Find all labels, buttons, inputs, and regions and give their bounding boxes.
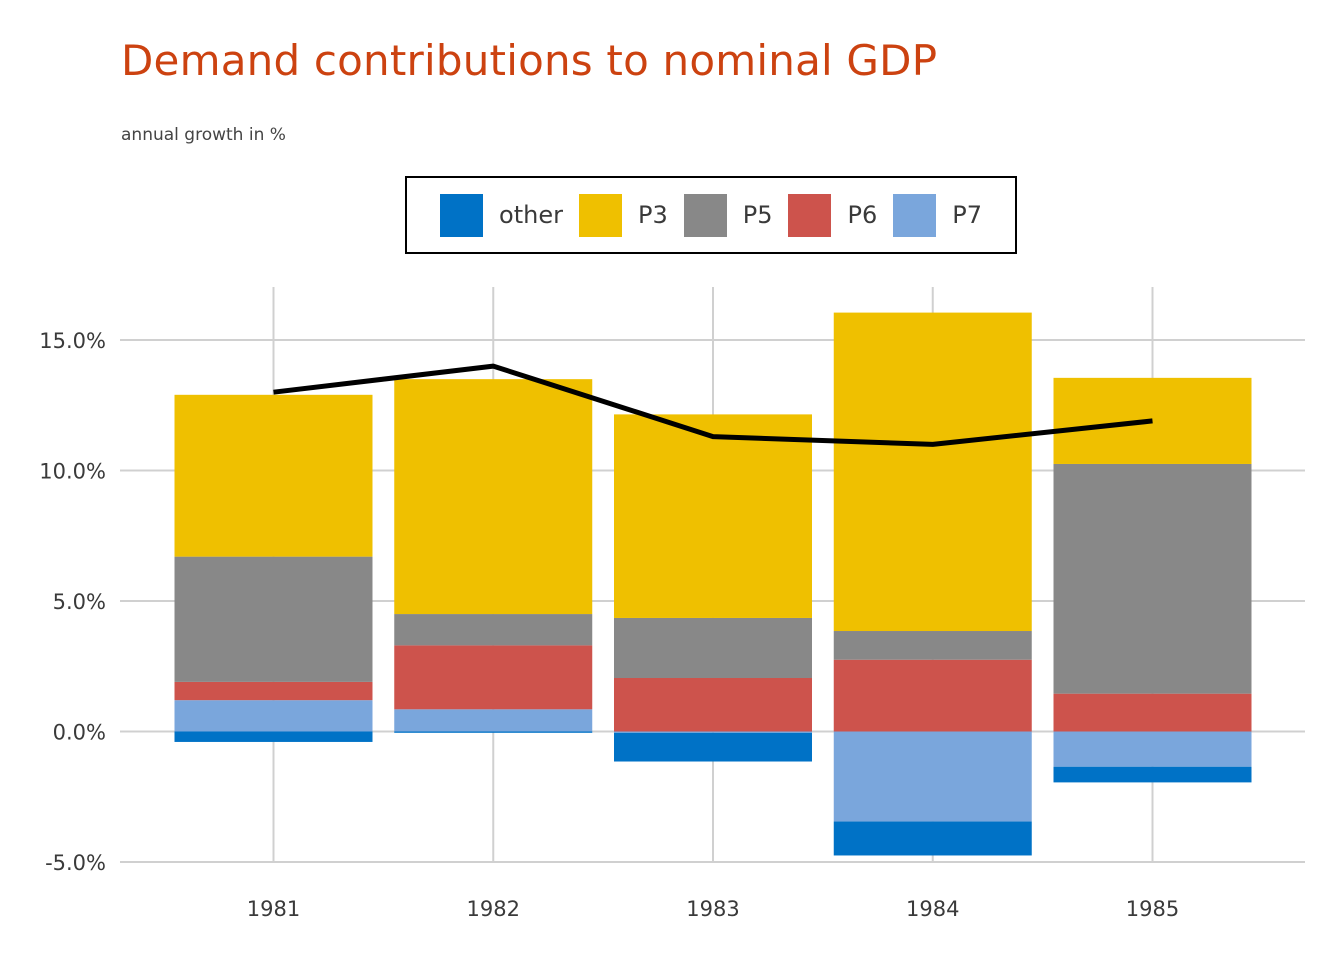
legend-swatch bbox=[893, 193, 937, 237]
legend-label: P6 bbox=[847, 201, 878, 229]
x-tick-label: 1983 bbox=[686, 897, 739, 921]
bar-segment-other-1983 bbox=[614, 732, 812, 762]
legend-label: P5 bbox=[742, 201, 773, 229]
bar-segment-p3-1983 bbox=[614, 414, 812, 618]
bar-segment-other-1984 bbox=[833, 821, 1032, 856]
bar-segment-p5-1985 bbox=[1053, 463, 1252, 694]
bar-segment-p7-1981 bbox=[174, 700, 373, 732]
chart-subtitle: annual growth in % bbox=[121, 125, 286, 145]
bar-segment-p7-1982 bbox=[394, 709, 593, 732]
y-tick-label: 5.0% bbox=[53, 590, 106, 614]
legend: other P3 P5 P6 P7 bbox=[405, 176, 1017, 254]
bar-segment-p5-1981 bbox=[174, 556, 373, 682]
y-tick-label: 0.0% bbox=[53, 721, 106, 745]
bar-segment-p6-1985 bbox=[1053, 693, 1252, 732]
bar-segment-p3-1981 bbox=[174, 394, 373, 557]
bar-segment-p7-1985 bbox=[1053, 731, 1252, 767]
bar-segment-p6-1981 bbox=[174, 681, 373, 701]
bar-segment-p5-1983 bbox=[614, 617, 812, 678]
legend-swatch bbox=[788, 193, 832, 237]
legend-label: P3 bbox=[637, 201, 668, 229]
bar-segment-other-1985 bbox=[1053, 766, 1252, 783]
chart-title: Demand contributions to nominal GDP bbox=[121, 36, 938, 85]
bar-segment-p7-1983 bbox=[614, 731, 812, 733]
x-tick-label: 1984 bbox=[906, 897, 959, 921]
x-tick-label: 1982 bbox=[467, 897, 520, 921]
legend-label: P7 bbox=[952, 201, 982, 229]
x-tick-label: 1985 bbox=[1126, 897, 1179, 921]
legend-item-p7: P7 bbox=[893, 193, 982, 237]
bar-segment-other-1981 bbox=[174, 731, 373, 742]
bar-segment-p5-1982 bbox=[394, 614, 593, 646]
bar-segment-p6-1983 bbox=[614, 677, 812, 732]
bar-segment-p6-1982 bbox=[394, 645, 593, 710]
bar-segment-p7-1984 bbox=[833, 731, 1032, 822]
total-line-path bbox=[273, 363, 1153, 447]
y-tick-label: -5.0% bbox=[45, 851, 106, 875]
legend-item-p5: P5 bbox=[683, 193, 773, 237]
legend-item-other: other bbox=[440, 193, 563, 237]
legend-label: other bbox=[499, 201, 563, 229]
bar-segment-p3-1984 bbox=[833, 312, 1032, 632]
legend-swatch bbox=[578, 193, 622, 237]
bar-segment-other-1982 bbox=[394, 731, 593, 733]
y-tick-label: 10.0% bbox=[39, 460, 106, 484]
bar-segment-p6-1984 bbox=[833, 659, 1032, 732]
legend-item-p3: P3 bbox=[578, 193, 668, 237]
legend-swatch bbox=[683, 193, 727, 237]
bar-segment-p5-1984 bbox=[833, 631, 1032, 660]
bar-segment-p3-1982 bbox=[394, 379, 593, 615]
bar-stacks bbox=[174, 312, 1252, 856]
x-tick-label: 1981 bbox=[247, 897, 300, 921]
y-axis-labels: -5.0% 0.0% 5.0% 10.0% 15.0% bbox=[39, 329, 106, 875]
x-axis-labels: 1981 1982 1983 1984 1985 bbox=[247, 897, 1179, 921]
total-line bbox=[273, 363, 1153, 447]
legend-swatch bbox=[440, 193, 484, 237]
y-tick-label: 15.0% bbox=[39, 329, 106, 353]
legend-item-p6: P6 bbox=[788, 193, 878, 237]
